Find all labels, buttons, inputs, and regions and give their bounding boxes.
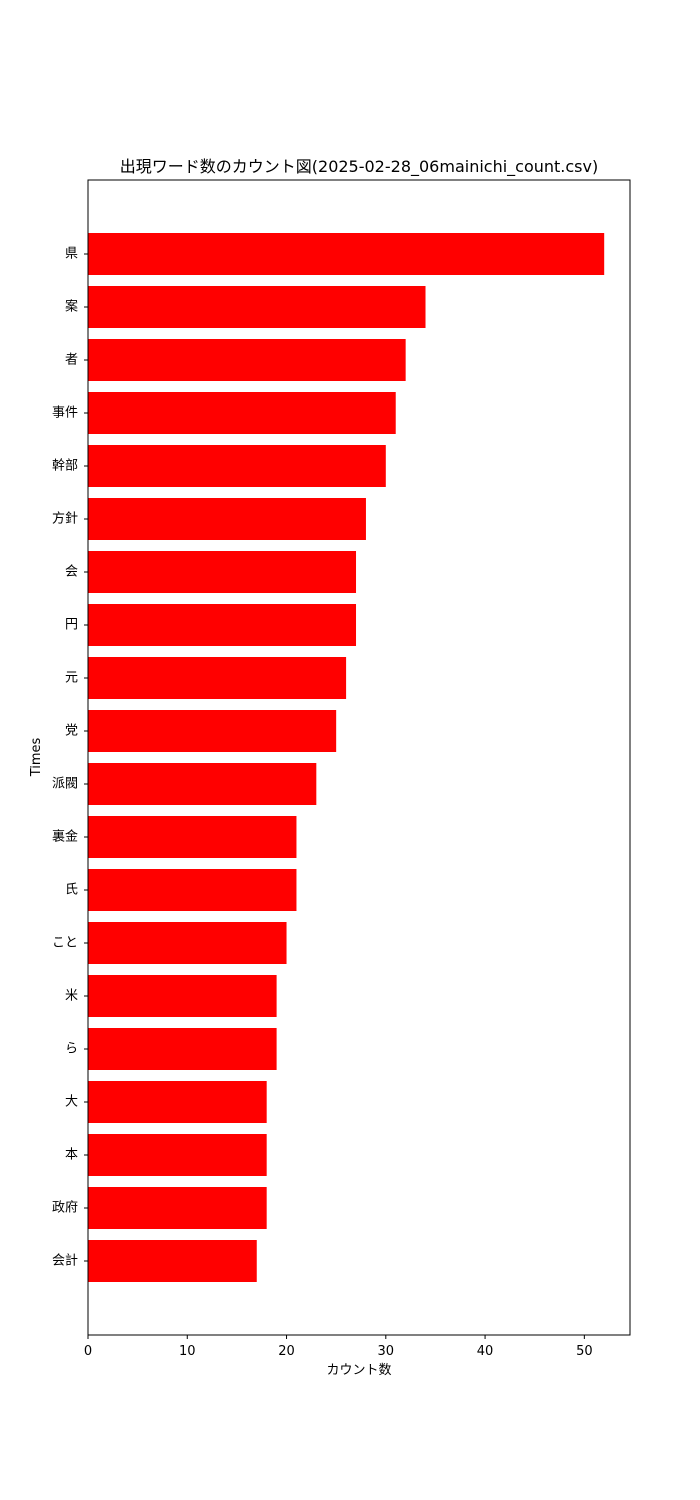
bar bbox=[88, 551, 357, 593]
bars-group bbox=[88, 233, 605, 1282]
bar bbox=[88, 498, 366, 540]
y-tick-label: 円 bbox=[65, 618, 78, 633]
x-tick-label: 10 bbox=[179, 1344, 196, 1359]
x-tick-label: 0 bbox=[84, 1344, 92, 1359]
bar bbox=[88, 445, 386, 487]
y-tick-label: 派閥 bbox=[52, 777, 78, 792]
y-tick-label: 者 bbox=[65, 353, 78, 368]
bar bbox=[88, 339, 406, 381]
bar bbox=[88, 657, 347, 699]
y-tick-label: 政府 bbox=[52, 1201, 78, 1216]
y-tick-label: 本 bbox=[65, 1148, 78, 1163]
y-tick-label: 党 bbox=[65, 724, 78, 739]
y-tick-label: 方針 bbox=[52, 511, 78, 527]
bar bbox=[88, 922, 287, 964]
bar bbox=[88, 763, 317, 805]
bar bbox=[88, 1081, 267, 1123]
bar bbox=[88, 1240, 257, 1282]
y-axis-label: Times bbox=[29, 737, 44, 777]
y-tick-label: 氏 bbox=[65, 883, 78, 898]
y-tick-label: 会 bbox=[65, 565, 78, 580]
plot-frame bbox=[87, 179, 631, 1336]
y-tick-label: 事件 bbox=[52, 406, 78, 421]
bar bbox=[88, 869, 297, 911]
y-tick-label: 会計 bbox=[52, 1253, 78, 1269]
x-tick-label: 40 bbox=[477, 1344, 494, 1359]
y-tick-label: 元 bbox=[65, 671, 78, 686]
x-axis-ticks: 0 10 20 30 40 50 bbox=[84, 1335, 593, 1359]
bar bbox=[88, 604, 357, 646]
y-tick-label: 案 bbox=[65, 300, 78, 315]
bar bbox=[88, 1134, 267, 1176]
bar bbox=[88, 286, 426, 328]
chart-title: 出現ワード数のカウント図(2025-02-28_06mainichi_count… bbox=[120, 157, 598, 177]
bar bbox=[88, 710, 337, 752]
y-tick-label: 米 bbox=[65, 989, 78, 1004]
y-tick-label: 県 bbox=[65, 247, 78, 262]
bar bbox=[88, 975, 277, 1017]
y-tick-label: こと bbox=[52, 936, 78, 951]
x-axis-label: カウント数 bbox=[326, 1363, 391, 1378]
x-tick-label: 20 bbox=[278, 1344, 295, 1359]
y-tick-label: ら bbox=[65, 1042, 78, 1057]
bar bbox=[88, 233, 605, 275]
y-tick-label: 大 bbox=[65, 1095, 78, 1110]
bar bbox=[88, 392, 396, 434]
bar bbox=[88, 1028, 277, 1070]
x-tick-label: 50 bbox=[576, 1344, 593, 1359]
x-tick-label: 30 bbox=[378, 1344, 395, 1359]
y-tick-label: 幹部 bbox=[52, 458, 78, 474]
bar bbox=[88, 816, 297, 858]
y-tick-label: 裏金 bbox=[52, 829, 78, 845]
bar bbox=[88, 1187, 267, 1229]
